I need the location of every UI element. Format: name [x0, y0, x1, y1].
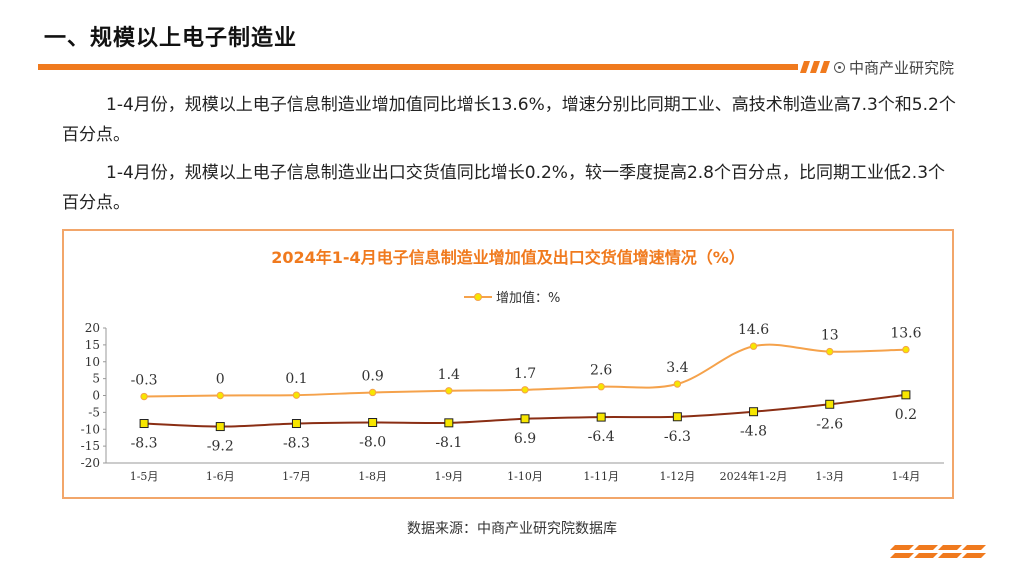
data-point	[902, 345, 910, 354]
data-point	[826, 347, 834, 356]
data-point	[597, 383, 605, 391]
y-tick-label: -5	[88, 405, 100, 419]
data-label: -8.3	[131, 436, 158, 452]
data-label: -6.3	[664, 429, 691, 445]
paragraph-1: 1-4月份，规模以上电子信息制造业增加值同比增长13.6%，增速分别比同期工业、…	[62, 95, 956, 145]
x-tick-label: 1-9月	[434, 470, 463, 483]
page-title: 一、规模以上电子制造业	[44, 26, 298, 51]
data-label: 1.7	[514, 366, 536, 382]
data-label: -8.1	[435, 435, 462, 451]
legend-marker	[474, 293, 482, 301]
footer-stripes-decoration	[890, 545, 986, 558]
x-tick-label: 1-11月	[583, 470, 619, 483]
x-tick-label: 1-3月	[815, 470, 844, 483]
data-label: -8.0	[359, 435, 386, 451]
data-label: -4.8	[740, 424, 767, 440]
target-icon	[834, 62, 845, 73]
data-label: 0.2	[895, 407, 917, 423]
data-label: -2.6	[816, 416, 843, 432]
x-tick-label: 2024年1-2月	[720, 469, 788, 483]
data-point	[825, 399, 835, 409]
data-source: 数据来源：中商产业研究院数据库	[407, 521, 617, 537]
data-point	[216, 391, 224, 400]
data-label: 3.4	[666, 360, 688, 376]
x-axis-labels: 1-5月 1-6月 1-7月 1-8月 1-9月 1-10月 1-11月 1-12月 2024年…	[130, 469, 921, 483]
data-point	[672, 412, 682, 422]
y-tick-label: -20	[81, 456, 100, 470]
y-tick-label: 5	[92, 372, 100, 386]
header-accent-bar	[38, 64, 798, 70]
data-point	[139, 419, 149, 429]
data-point	[521, 386, 529, 394]
x-tick-label: 1-4月	[892, 470, 921, 483]
data-point	[673, 380, 682, 388]
data-point	[368, 388, 377, 397]
y-tick-label: 10	[85, 355, 100, 369]
data-label: 0	[216, 372, 225, 388]
data-label: 1.4	[438, 367, 460, 383]
data-label: 13	[821, 328, 839, 344]
y-tick-label: -10	[81, 422, 100, 436]
data-label: 0.1	[285, 371, 307, 387]
x-tick-label: 1-6月	[206, 470, 235, 483]
chart-container: 2024年1-4月电子信息制造业增加值及出口交货值增速情况（%） 增加值：% 2…	[62, 229, 954, 499]
series-lines	[144, 343, 907, 428]
data-label: -0.3	[131, 373, 158, 389]
x-tick-label: 1-12月	[660, 470, 696, 483]
data-point	[444, 418, 454, 428]
data-labels: -0.3 0 0.1 0.9 1.4 1.7 2.6 3.4 14.6 13 13.6 -8.3 -9.…	[131, 322, 922, 454]
brand: 中商产业研究院	[834, 57, 954, 78]
data-point	[445, 387, 453, 395]
data-label: -9.2	[207, 439, 234, 455]
data-point	[749, 407, 759, 417]
brand-name: 中商产业研究院	[849, 59, 955, 77]
data-point	[596, 412, 606, 422]
chart-title: 2024年1-4月电子信息制造业增加值及出口交货值增速情况（%）	[271, 248, 744, 267]
data-point	[901, 390, 911, 400]
line-chart: 2024年1-4月电子信息制造业增加值及出口交货值增速情况（%） 增加值：% 2…	[81, 248, 944, 483]
data-point	[292, 391, 301, 399]
data-label: -8.3	[283, 436, 310, 452]
stripes-decoration	[800, 61, 830, 73]
data-label: 6.9	[514, 431, 536, 447]
data-point	[291, 419, 301, 429]
data-label: 0.9	[362, 368, 384, 384]
data-label: -6.4	[588, 429, 615, 445]
y-tick-label: 20	[85, 321, 100, 335]
x-tick-label: 1-5月	[130, 470, 159, 483]
paragraph-2: 1-4月份，规模以上电子信息制造业出口交货值同比增长0.2%，较一季度提高2.8…	[62, 163, 946, 213]
data-label: 13.6	[890, 326, 921, 342]
legend-label: 增加值：%	[496, 290, 560, 306]
x-tick-label: 1-8月	[358, 470, 387, 483]
data-point	[749, 342, 758, 350]
x-tick-label: 1-7月	[282, 470, 311, 483]
data-point	[520, 414, 530, 424]
data-label: 14.6	[738, 322, 769, 338]
y-tick-label: -15	[81, 439, 100, 453]
data-point	[140, 392, 148, 401]
series-points	[139, 342, 911, 432]
data-point	[215, 422, 225, 432]
data-point	[368, 418, 378, 427]
y-tick-label: 0	[92, 389, 100, 403]
data-label: 2.6	[590, 363, 612, 379]
legend: 增加值：%	[464, 290, 560, 306]
x-tick-label: 1-10月	[507, 470, 543, 483]
y-axis: 20 15 10 5 0 -5 -10 -15 -20	[81, 321, 944, 470]
y-tick-label: 15	[85, 338, 100, 352]
